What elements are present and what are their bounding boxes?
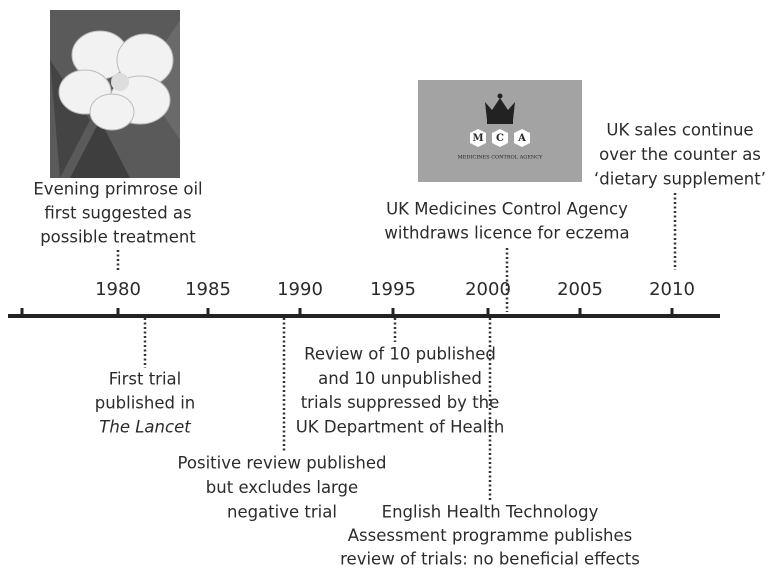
- event-text: First trial: [109, 370, 182, 389]
- event-text: English Health Technology: [382, 503, 599, 522]
- events: Evening primrose oil first suggested as po…: [33, 121, 766, 569]
- event-text: but excludes large: [206, 478, 358, 497]
- year-label: 2010: [649, 279, 695, 300]
- event-text: Review of 10 published: [304, 345, 496, 364]
- logo-caption: MEDICINES CONTROL AGENCY: [458, 155, 543, 161]
- connectors: [116, 193, 677, 500]
- event-text: and 10 unpublished: [318, 369, 482, 388]
- axis-ticks: [20, 308, 674, 316]
- year-label: 1985: [185, 279, 231, 300]
- year-label: 2000: [465, 279, 511, 300]
- event-text: Assessment programme publishes: [348, 526, 633, 545]
- event-text: review of trials: no beneficial effects: [340, 550, 640, 569]
- logo-letter: A: [517, 133, 526, 144]
- flower-photo: [50, 10, 180, 178]
- event-text: UK Department of Health: [296, 417, 505, 436]
- event-text: trials suppressed by the: [301, 393, 500, 412]
- event-text: possible treatment: [40, 228, 196, 247]
- event-text: over the counter as: [599, 145, 761, 164]
- year-label: 1990: [277, 279, 323, 300]
- year-label: 2005: [557, 279, 603, 300]
- event-text: first suggested as: [44, 204, 191, 223]
- event-text: withdraws licence for eczema: [384, 224, 629, 243]
- year-label: 1980: [95, 279, 141, 300]
- event-text: UK sales continue: [606, 121, 753, 140]
- event-text: The Lancet: [99, 418, 191, 437]
- event-text: negative trial: [227, 503, 337, 522]
- mca-logo: M C A MEDICINES CONTROL AGENCY: [418, 80, 582, 182]
- event-text: Positive review published: [178, 454, 387, 473]
- event-text: UK Medicines Control Agency: [386, 200, 628, 219]
- event-text: Evening primrose oil: [33, 180, 202, 199]
- logo-letter: C: [496, 133, 504, 144]
- year-label: 1995: [370, 279, 416, 300]
- event-text: ‘dietary supplement’: [594, 170, 766, 189]
- logo-letter: M: [472, 133, 483, 144]
- event-text: published in: [95, 394, 196, 413]
